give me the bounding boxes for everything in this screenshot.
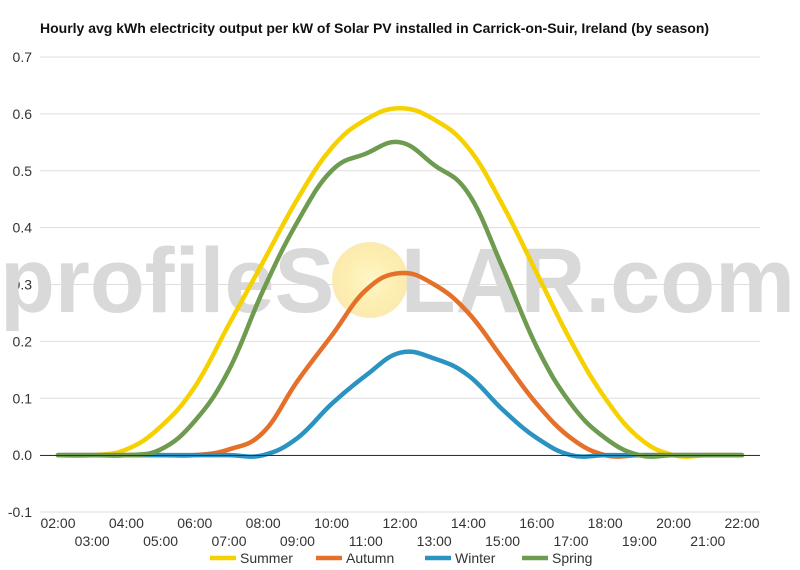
x-tick-label: 22:00 bbox=[724, 515, 759, 531]
x-tick-label: 11:00 bbox=[349, 533, 383, 549]
y-tick-label: 0.0 bbox=[13, 447, 33, 463]
x-tick-label: 21:00 bbox=[690, 533, 725, 549]
y-tick-label: 0.7 bbox=[13, 49, 33, 65]
x-tick-label: 03:00 bbox=[75, 533, 110, 549]
x-tick-label: 19:00 bbox=[622, 533, 657, 549]
x-tick-label: 06:00 bbox=[177, 515, 212, 531]
x-tick-label: 05:00 bbox=[143, 533, 178, 549]
chart-title: Hourly avg kWh electricity output per kW… bbox=[40, 20, 709, 36]
legend-label-autumn: Autumn bbox=[346, 550, 394, 566]
watermark: profileS LAR.com bbox=[0, 230, 795, 332]
x-tick-label: 12:00 bbox=[382, 515, 417, 531]
x-tick-label: 09:00 bbox=[280, 533, 315, 549]
legend-label-winter: Winter bbox=[455, 550, 496, 566]
x-tick-label: 02:00 bbox=[40, 515, 75, 531]
x-tick-label: 10:00 bbox=[314, 515, 349, 531]
y-tick-label: 0.6 bbox=[13, 106, 33, 122]
y-tick-label: 0.3 bbox=[13, 277, 33, 293]
series-line-spring bbox=[55, 139, 745, 459]
x-tick-label: 07:00 bbox=[211, 533, 246, 549]
x-tick-label: 16:00 bbox=[519, 515, 554, 531]
watermark-sun-icon bbox=[332, 242, 408, 318]
legend-label-spring: Spring bbox=[552, 550, 592, 566]
y-axis-ticks: -0.1 0.0 0.1 0.2 0.3 0.4 0.5 0.6 0.7 bbox=[8, 49, 32, 520]
x-tick-label: 17:00 bbox=[553, 533, 588, 549]
x-tick-label: 13:00 bbox=[417, 533, 452, 549]
y-tick-label: 0.2 bbox=[13, 333, 33, 349]
x-tick-label: 20:00 bbox=[656, 515, 691, 531]
y-tick-label: -0.1 bbox=[8, 504, 32, 520]
x-axis-ticks: 02:00 04:00 06:00 08:00 10:00 12:00 14:00 16:00… bbox=[40, 515, 759, 549]
legend-label-summer: Summer bbox=[240, 550, 293, 566]
y-tick-label: 0.4 bbox=[13, 220, 33, 236]
y-tick-label: 0.1 bbox=[13, 390, 33, 406]
x-tick-label: 15:00 bbox=[485, 533, 520, 549]
series-line-summer bbox=[55, 105, 745, 459]
legend: Summer Autumn Winter Spring bbox=[210, 550, 592, 566]
x-tick-label: 14:00 bbox=[451, 515, 486, 531]
x-tick-label: 04:00 bbox=[109, 515, 144, 531]
watermark-text: profileS LAR.com bbox=[0, 230, 795, 332]
x-tick-label: 18:00 bbox=[588, 515, 623, 531]
x-tick-label: 08:00 bbox=[246, 515, 281, 531]
y-tick-label: 0.5 bbox=[13, 163, 33, 179]
